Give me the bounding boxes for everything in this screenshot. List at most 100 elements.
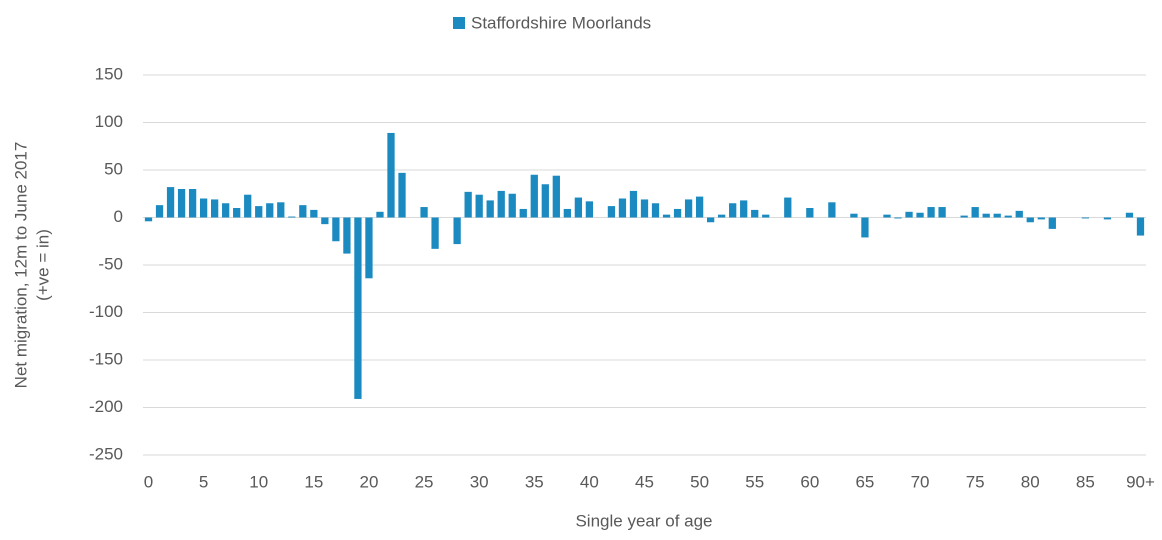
bar xyxy=(695,196,704,218)
bar xyxy=(629,190,638,218)
bar xyxy=(1136,217,1145,236)
bar xyxy=(861,217,869,238)
bar xyxy=(938,207,946,218)
bar xyxy=(1048,217,1056,229)
bar xyxy=(784,197,792,218)
bar xyxy=(673,208,682,218)
bar xyxy=(640,199,649,218)
bar xyxy=(365,217,373,279)
bar xyxy=(563,208,571,218)
bar xyxy=(552,175,560,218)
bar xyxy=(222,203,230,218)
x-tick-label: 20 xyxy=(359,472,378,491)
bar xyxy=(850,213,858,218)
bar xyxy=(519,208,527,218)
bar xyxy=(387,132,395,218)
bar xyxy=(310,209,318,218)
bar xyxy=(883,214,891,218)
x-tick-label: 45 xyxy=(635,472,654,491)
bar xyxy=(1026,217,1034,223)
x-tick-label: 30 xyxy=(470,472,489,491)
bar xyxy=(166,187,175,218)
x-axis-label: Single year of age xyxy=(575,511,712,530)
bar xyxy=(343,217,351,254)
x-tick-label: 90+ xyxy=(1126,472,1155,491)
x-tick-label: 60 xyxy=(800,472,819,491)
x-tick-label: 25 xyxy=(415,472,434,491)
bar xyxy=(916,212,924,218)
bar xyxy=(354,217,362,399)
bar xyxy=(729,203,737,218)
bar xyxy=(464,191,472,218)
bar xyxy=(211,199,219,218)
bar xyxy=(982,213,990,218)
bar xyxy=(188,189,197,218)
bar xyxy=(199,198,208,218)
x-tick-label: 70 xyxy=(911,472,930,491)
bar xyxy=(277,202,285,218)
bar xyxy=(828,202,836,218)
bar xyxy=(1015,210,1023,218)
x-tick-label: 40 xyxy=(580,472,599,491)
x-tick-label: 35 xyxy=(525,472,544,491)
bar xyxy=(508,193,516,218)
bar xyxy=(993,213,1001,218)
bar xyxy=(155,205,164,218)
x-tick-label: 5 xyxy=(199,472,208,491)
bar xyxy=(420,207,428,218)
bar xyxy=(905,211,913,218)
bar xyxy=(431,217,439,249)
x-tick-label: 75 xyxy=(966,472,985,491)
bar xyxy=(894,217,902,219)
bar xyxy=(751,209,759,218)
bar xyxy=(299,205,307,218)
bar xyxy=(332,217,340,242)
y-tick-label: 50 xyxy=(104,159,123,178)
bar xyxy=(662,214,671,218)
bar xyxy=(530,174,538,218)
x-tick-label: 0 xyxy=(144,472,153,491)
bar xyxy=(321,217,329,225)
bar xyxy=(1037,217,1045,220)
bar xyxy=(497,190,505,218)
bar xyxy=(618,198,627,218)
bar xyxy=(266,203,274,218)
bar xyxy=(233,208,241,218)
y-tick-label: -50 xyxy=(98,254,123,273)
x-tick-label: 85 xyxy=(1076,472,1095,491)
legend-swatch xyxy=(453,17,465,29)
bar xyxy=(740,200,748,218)
bar xyxy=(718,214,726,218)
bar xyxy=(453,217,461,245)
bar xyxy=(971,207,979,218)
bar xyxy=(541,184,549,218)
bar xyxy=(762,214,770,218)
bar xyxy=(585,201,594,218)
bar xyxy=(1103,217,1112,220)
y-axis-label: Net migration, 12m to June 2017 xyxy=(11,142,30,389)
bar xyxy=(376,211,384,218)
bar xyxy=(960,215,968,218)
bar xyxy=(144,217,153,222)
x-tick-label: 10 xyxy=(249,472,268,491)
y-tick-label: 0 xyxy=(114,207,123,226)
bar xyxy=(684,199,693,218)
bar xyxy=(651,203,660,218)
bar xyxy=(607,206,616,218)
bar xyxy=(1125,212,1134,218)
x-tick-label: 50 xyxy=(690,472,709,491)
bar xyxy=(486,200,494,218)
bar xyxy=(177,189,186,218)
x-tick-label: 65 xyxy=(855,472,874,491)
legend-label: Staffordshire Moorlands xyxy=(471,13,651,32)
bar xyxy=(475,194,483,218)
bar xyxy=(574,197,583,218)
y-axis-label: (+ve = in) xyxy=(33,229,52,301)
bar xyxy=(706,217,715,223)
bar xyxy=(288,216,296,218)
bar xyxy=(244,194,252,218)
y-tick-label: -150 xyxy=(89,349,123,368)
bar xyxy=(927,207,935,218)
bar xyxy=(1081,217,1090,219)
